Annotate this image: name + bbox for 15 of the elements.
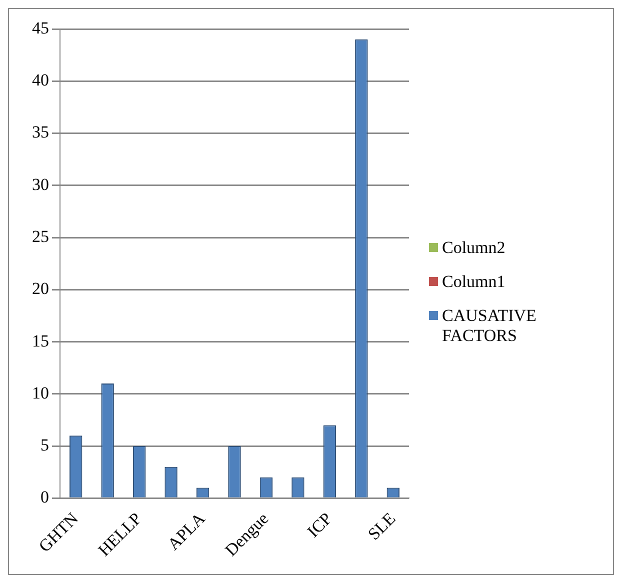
y-tick-label: 40 bbox=[32, 70, 49, 90]
y-tick-label: 0 bbox=[40, 488, 49, 507]
y-tick-label: 35 bbox=[32, 122, 49, 142]
y-tick-label: 25 bbox=[32, 226, 49, 246]
y-tick-label: 15 bbox=[32, 331, 49, 350]
x-tick-label: ICP bbox=[304, 508, 336, 542]
y-tick-label: 30 bbox=[32, 174, 49, 194]
y-tick-label: 20 bbox=[32, 279, 49, 298]
y-tick-label: 45 bbox=[32, 18, 49, 38]
legend-label: Column1 bbox=[442, 272, 506, 292]
legend-label: CAUSATIVE FACTORS bbox=[442, 306, 538, 346]
x-tick-label: SLE bbox=[364, 508, 400, 544]
legend-label: Column2 bbox=[442, 238, 506, 258]
y-tick-label: 10 bbox=[32, 383, 49, 402]
y-tick-label: 5 bbox=[40, 436, 49, 455]
